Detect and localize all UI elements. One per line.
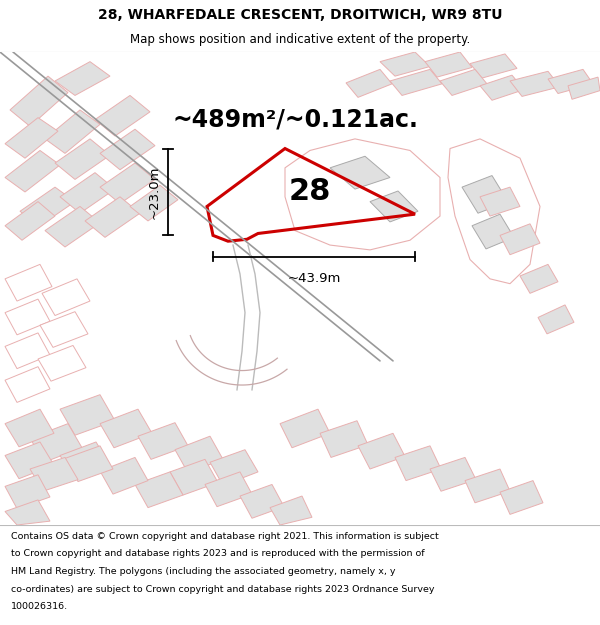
Polygon shape bbox=[100, 129, 155, 170]
Polygon shape bbox=[60, 442, 110, 479]
Polygon shape bbox=[30, 458, 78, 491]
Polygon shape bbox=[470, 54, 517, 78]
Polygon shape bbox=[55, 62, 110, 96]
Polygon shape bbox=[285, 139, 440, 250]
Polygon shape bbox=[480, 187, 520, 216]
Polygon shape bbox=[270, 496, 312, 525]
Polygon shape bbox=[5, 475, 50, 509]
Polygon shape bbox=[130, 185, 178, 221]
Polygon shape bbox=[320, 421, 368, 457]
Polygon shape bbox=[95, 96, 150, 136]
Polygon shape bbox=[430, 458, 476, 491]
Polygon shape bbox=[210, 450, 258, 486]
Polygon shape bbox=[548, 69, 593, 94]
Polygon shape bbox=[5, 118, 58, 158]
Polygon shape bbox=[65, 446, 113, 481]
Polygon shape bbox=[40, 312, 88, 348]
Polygon shape bbox=[330, 156, 390, 189]
Polygon shape bbox=[358, 433, 405, 469]
Polygon shape bbox=[370, 191, 418, 222]
Polygon shape bbox=[60, 173, 115, 213]
Text: to Crown copyright and database rights 2023 and is reproduced with the permissio: to Crown copyright and database rights 2… bbox=[11, 549, 424, 559]
Polygon shape bbox=[395, 446, 441, 481]
Text: 100026316.: 100026316. bbox=[11, 602, 68, 611]
Polygon shape bbox=[10, 76, 68, 126]
Text: 28, WHARFEDALE CRESCENT, DROITWICH, WR9 8TU: 28, WHARFEDALE CRESCENT, DROITWICH, WR9 … bbox=[98, 8, 502, 21]
Polygon shape bbox=[20, 187, 75, 226]
Polygon shape bbox=[175, 436, 223, 473]
Polygon shape bbox=[38, 346, 86, 381]
Polygon shape bbox=[462, 176, 508, 213]
Polygon shape bbox=[138, 422, 188, 459]
Polygon shape bbox=[390, 69, 442, 96]
Text: Map shows position and indicative extent of the property.: Map shows position and indicative extent… bbox=[130, 32, 470, 46]
Text: ~489m²/~0.121ac.: ~489m²/~0.121ac. bbox=[172, 107, 418, 132]
Polygon shape bbox=[568, 77, 600, 99]
Polygon shape bbox=[500, 224, 540, 255]
Polygon shape bbox=[100, 163, 155, 204]
Polygon shape bbox=[135, 472, 183, 508]
Polygon shape bbox=[45, 206, 100, 247]
Polygon shape bbox=[472, 214, 514, 249]
Polygon shape bbox=[5, 333, 50, 369]
Polygon shape bbox=[5, 500, 50, 525]
Polygon shape bbox=[85, 197, 140, 238]
Polygon shape bbox=[240, 484, 284, 518]
Text: Contains OS data © Crown copyright and database right 2021. This information is : Contains OS data © Crown copyright and d… bbox=[11, 532, 439, 541]
Polygon shape bbox=[510, 71, 560, 96]
Polygon shape bbox=[45, 110, 100, 153]
Text: co-ordinates) are subject to Crown copyright and database rights 2023 Ordnance S: co-ordinates) are subject to Crown copyr… bbox=[11, 584, 434, 594]
Polygon shape bbox=[205, 472, 252, 507]
Polygon shape bbox=[5, 299, 50, 335]
Text: ~43.9m: ~43.9m bbox=[287, 272, 341, 285]
Polygon shape bbox=[425, 52, 472, 77]
Polygon shape bbox=[5, 151, 60, 192]
Text: ~23.0m: ~23.0m bbox=[148, 165, 161, 219]
Polygon shape bbox=[346, 69, 392, 98]
Polygon shape bbox=[448, 139, 540, 284]
Polygon shape bbox=[380, 52, 430, 76]
Polygon shape bbox=[5, 202, 55, 240]
Polygon shape bbox=[100, 458, 148, 494]
Polygon shape bbox=[5, 367, 50, 402]
Text: HM Land Registry. The polygons (including the associated geometry, namely x, y: HM Land Registry. The polygons (includin… bbox=[11, 567, 395, 576]
Polygon shape bbox=[30, 424, 82, 462]
Polygon shape bbox=[42, 279, 90, 316]
Polygon shape bbox=[5, 409, 54, 447]
Polygon shape bbox=[538, 305, 574, 334]
Polygon shape bbox=[100, 409, 152, 447]
Polygon shape bbox=[520, 264, 558, 293]
Polygon shape bbox=[500, 481, 543, 514]
Polygon shape bbox=[5, 442, 54, 479]
Polygon shape bbox=[5, 264, 52, 301]
Polygon shape bbox=[480, 75, 524, 100]
Text: 28: 28 bbox=[289, 177, 331, 206]
Polygon shape bbox=[280, 409, 330, 447]
Polygon shape bbox=[465, 469, 510, 502]
Polygon shape bbox=[60, 394, 115, 435]
Polygon shape bbox=[440, 69, 487, 96]
Polygon shape bbox=[170, 459, 218, 495]
Polygon shape bbox=[55, 139, 110, 179]
